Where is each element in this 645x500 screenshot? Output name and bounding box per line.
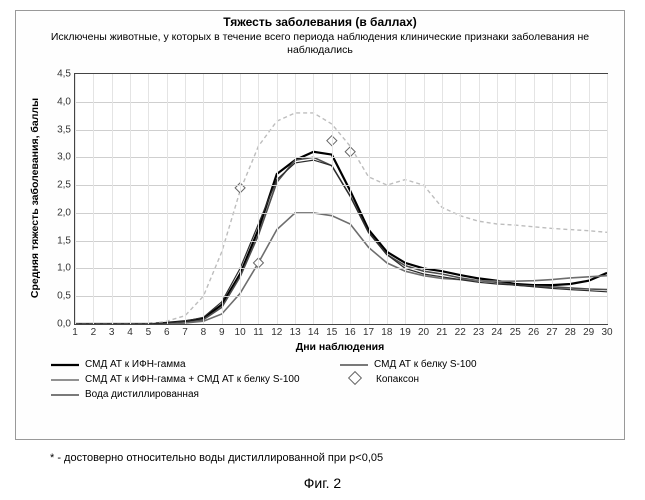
figure-label: Фиг. 2 <box>0 475 645 491</box>
footnote: * - достоверно относительно воды дистилл… <box>50 452 383 464</box>
y-tick-label: 2,0 <box>57 207 71 218</box>
legend-item: СМД АТ к ИФН-гамма + СМД АТ к белку S-10… <box>51 373 322 386</box>
x-tick-label: 9 <box>219 327 225 338</box>
x-tick-label: 20 <box>418 327 429 338</box>
legend: СМД АТ к ИФН-гамма СМД АТ к белку S-100 СМ… <box>51 359 611 400</box>
legend-item <box>340 389 611 400</box>
legend-swatch <box>51 361 79 369</box>
legend-grid: СМД АТ к ИФН-гамма СМД АТ к белку S-100 СМ… <box>51 359 611 400</box>
legend-label: СМД АТ к ИФН-гамма <box>85 359 186 370</box>
x-tick-label: 30 <box>601 327 612 338</box>
x-tick-label: 21 <box>436 327 447 338</box>
series-s1 <box>75 152 607 324</box>
chart-subtitle: Исключены животные, у которых в течение … <box>24 31 616 57</box>
y-tick-label: 0,5 <box>57 291 71 302</box>
legend-swatch <box>51 376 79 384</box>
legend-label: Вода дистиллированная <box>85 389 199 400</box>
y-tick-label: 3,5 <box>57 124 71 135</box>
series-layer <box>75 74 607 324</box>
y-tick-label: 1,0 <box>57 263 71 274</box>
x-tick-label: 27 <box>546 327 557 338</box>
x-tick-label: 8 <box>201 327 207 338</box>
x-tick-label: 19 <box>400 327 411 338</box>
legend-label: СМД АТ к ИФН-гамма + СМД АТ к белку S-10… <box>85 374 300 385</box>
x-tick-label: 6 <box>164 327 170 338</box>
x-tick-label: 1 <box>72 327 78 338</box>
x-tick-label: 15 <box>326 327 337 338</box>
plot-area: 0,00,51,01,52,02,53,03,54,04,51234567891… <box>74 73 608 325</box>
y-tick-label: 1,5 <box>57 235 71 246</box>
x-tick-label: 29 <box>583 327 594 338</box>
x-tick-label: 14 <box>308 327 319 338</box>
x-tick-label: 17 <box>363 327 374 338</box>
x-tick-label: 5 <box>146 327 152 338</box>
y-tick-label: 2,5 <box>57 180 71 191</box>
chart-box: Тяжесть заболевания (в баллах) Исключены… <box>15 10 625 440</box>
x-tick-label: 3 <box>109 327 115 338</box>
y-tick-label: 4,0 <box>57 96 71 107</box>
x-tick-label: 24 <box>491 327 502 338</box>
x-tick-label: 16 <box>345 327 356 338</box>
x-tick-label: 7 <box>182 327 188 338</box>
y-tick-label: 4,5 <box>57 69 71 80</box>
legend-swatch <box>340 373 370 386</box>
chart-title: Тяжесть заболевания (в баллах) <box>16 15 624 29</box>
legend-label: СМД АТ к белку S-100 <box>374 359 477 370</box>
legend-item: СМД АТ к белку S-100 <box>340 359 611 370</box>
y-tick-label: 0,0 <box>57 319 71 330</box>
x-tick-label: 26 <box>528 327 539 338</box>
legend-item: Вода дистиллированная <box>51 389 322 400</box>
x-tick-label: 10 <box>235 327 246 338</box>
x-tick-label: 11 <box>253 327 263 338</box>
y-axis-label: Средняя тяжесть заболевания, баллы <box>28 73 42 323</box>
x-tick-label: 18 <box>381 327 392 338</box>
x-tick-label: 28 <box>565 327 576 338</box>
legend-label: Копаксон <box>376 374 419 385</box>
legend-item: СМД АТ к ИФН-гамма <box>51 359 322 370</box>
x-tick-label: 25 <box>510 327 521 338</box>
legend-swatch <box>340 361 368 369</box>
x-axis-label: Дни наблюдения <box>74 341 606 353</box>
y-tick-label: 3,0 <box>57 152 71 163</box>
x-tick-label: 23 <box>473 327 484 338</box>
x-tick-label: 2 <box>91 327 97 338</box>
legend-item: Копаксон <box>340 373 611 386</box>
figure-frame: Тяжесть заболевания (в баллах) Исключены… <box>0 0 645 500</box>
x-tick-label: 4 <box>127 327 133 338</box>
x-tick-label: 22 <box>455 327 466 338</box>
legend-swatch <box>51 391 79 399</box>
x-tick-label: 12 <box>271 327 282 338</box>
x-tick-label: 13 <box>290 327 301 338</box>
series-s4 <box>75 113 607 324</box>
